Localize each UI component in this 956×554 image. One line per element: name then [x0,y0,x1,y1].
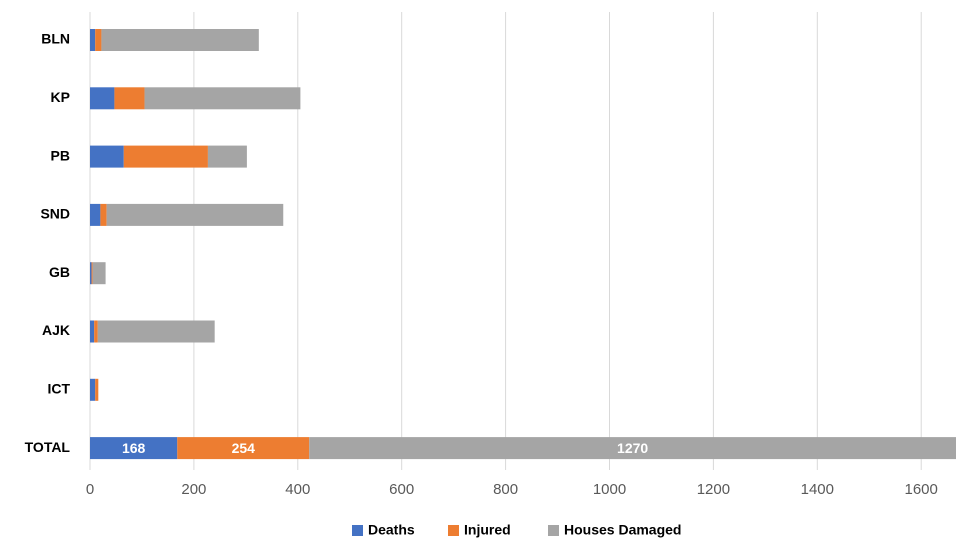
x-tick-label-1600: 1600 [905,481,938,498]
bar-ajk-injured [94,320,98,343]
gridlines [89,12,922,470]
bar-total-deaths [90,437,178,460]
legend-label-deaths: Deaths [368,522,415,538]
category-label-bln: BLN [41,31,70,47]
bar-pb-injured [123,145,208,168]
legend: Deaths Injured Houses Damaged [352,522,681,538]
x-tick-label-600: 600 [389,481,414,498]
category-label-total: TOTAL [25,439,71,455]
bar-total-injured [177,437,310,460]
bar-kp-deaths [90,87,115,110]
category-label-ajk: AJK [42,322,70,338]
data-label-total-deaths: 168 [122,440,146,456]
data-label-total-houses-damaged: 1270 [617,440,648,456]
legend-swatch-deaths [352,525,363,536]
bar-snd-deaths [90,203,101,226]
bar-pb-houses-damaged [207,145,247,168]
category-label-gb: GB [49,264,70,280]
bars [90,29,956,460]
category-label-snd: SND [40,206,70,222]
category-axis: BLN KP PB SND GB AJK ICT TOTAL [25,31,71,455]
x-tick-label-200: 200 [181,481,206,498]
legend-swatch-houses-damaged [548,525,559,536]
bar-bln-injured [95,29,102,51]
data-labels: 168 254 1270 [122,440,648,456]
legend-label-injured: Injured [464,522,511,538]
data-label-total-injured: 254 [232,440,256,456]
category-label-kp: KP [51,89,70,105]
bar-kp-injured [114,87,145,110]
legend-label-houses-damaged: Houses Damaged [564,522,681,538]
x-tick-label-800: 800 [493,481,518,498]
bar-ict-deaths [90,378,96,401]
bar-ajk-deaths [90,320,95,343]
legend-swatch-injured [448,525,459,536]
bar-pb-deaths [90,145,124,168]
bar-bln-deaths [90,29,96,51]
bar-ajk-houses-damaged [97,320,215,343]
value-axis: 0 200 400 600 800 1000 1200 1400 1600 [86,481,938,498]
bar-bln-houses-damaged [101,29,259,51]
x-tick-label-1200: 1200 [697,481,730,498]
category-label-pb: PB [51,147,70,163]
x-tick-label-1400: 1400 [801,481,834,498]
bar-gb-houses-damaged [92,262,106,285]
bar-gb-injured [91,262,93,285]
bar-total-houses-damaged [309,437,956,460]
category-label-ict: ICT [47,381,70,397]
bar-snd-injured [100,203,107,226]
bar-gb-deaths [90,262,92,285]
bar-ict-injured [95,378,99,401]
bar-kp-houses-damaged [144,87,301,110]
x-tick-label-0: 0 [86,481,94,498]
x-tick-label-1000: 1000 [593,481,626,498]
bar-snd-houses-damaged [106,203,284,226]
x-tick-label-400: 400 [285,481,310,498]
